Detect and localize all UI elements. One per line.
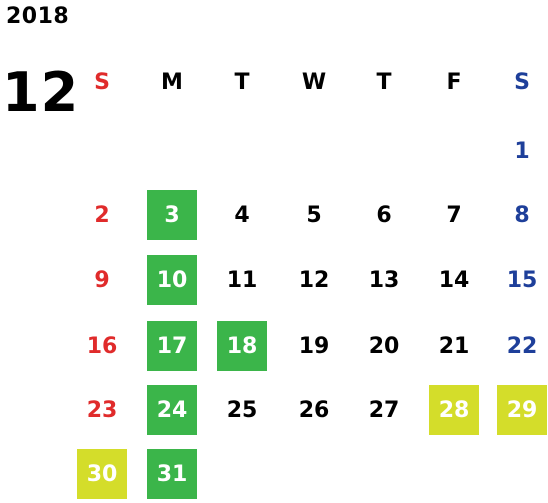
calendar-day-26[interactable]: 26 [298,397,330,423]
weekday-header-wed: W [301,69,327,95]
calendar-day-10[interactable]: 10 [147,255,197,305]
weekday-header-mon: M [161,69,183,95]
calendar-day-8[interactable]: 8 [514,202,530,228]
calendar-day-9[interactable]: 9 [94,267,110,293]
calendar-day-29[interactable]: 29 [497,385,547,435]
calendar-day-11[interactable]: 11 [226,267,258,293]
calendar-day-22[interactable]: 22 [506,333,538,359]
calendar-day-16[interactable]: 16 [86,333,118,359]
calendar-day-28[interactable]: 28 [429,385,479,435]
calendar-day-3[interactable]: 3 [147,190,197,240]
weekday-header-thu: T [376,69,392,95]
calendar-day-15[interactable]: 15 [506,267,538,293]
calendar-day-6[interactable]: 6 [376,202,392,228]
calendar-day-23[interactable]: 23 [86,397,118,423]
calendar-day-17[interactable]: 17 [147,321,197,371]
weekday-header-sat: S [514,69,530,95]
calendar-day-12[interactable]: 12 [298,267,330,293]
calendar-day-5[interactable]: 5 [306,202,322,228]
calendar-day-7[interactable]: 7 [446,202,462,228]
calendar-day-13[interactable]: 13 [368,267,400,293]
calendar-day-20[interactable]: 20 [368,333,400,359]
month-number: 12 [2,61,80,124]
calendar-day-4[interactable]: 4 [234,202,250,228]
weekday-header-fri: F [446,69,462,95]
weekday-header-tue: T [234,69,250,95]
calendar-day-14[interactable]: 14 [438,267,470,293]
calendar-day-21[interactable]: 21 [438,333,470,359]
calendar-day-30[interactable]: 30 [77,449,127,499]
calendar-day-18[interactable]: 18 [217,321,267,371]
calendar-day-24[interactable]: 24 [147,385,197,435]
calendar-day-1[interactable]: 1 [514,138,530,164]
calendar-day-25[interactable]: 25 [226,397,258,423]
calendar-day-2[interactable]: 2 [94,202,110,228]
calendar-day-27[interactable]: 27 [368,397,400,423]
year-label: 2018 [6,4,70,29]
calendar-day-31[interactable]: 31 [147,449,197,499]
calendar-day-19[interactable]: 19 [298,333,330,359]
weekday-header-sun: S [94,69,110,95]
